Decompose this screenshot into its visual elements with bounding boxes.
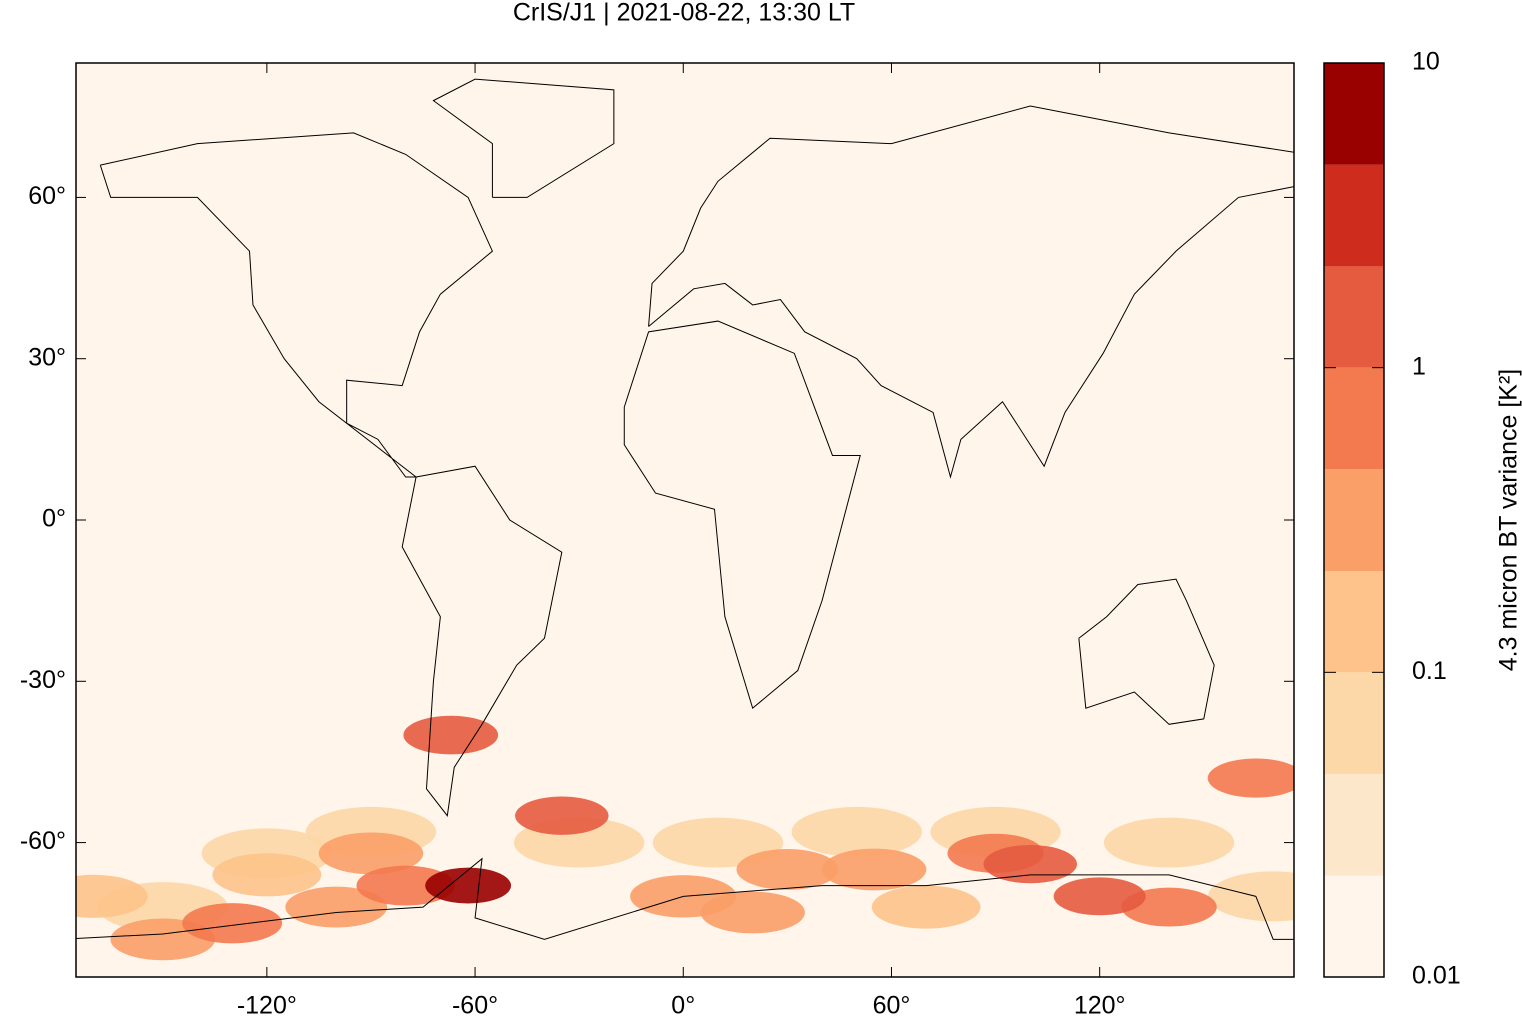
variance-patch xyxy=(871,885,981,929)
variance-patch xyxy=(515,796,609,835)
coastline xyxy=(401,465,563,817)
variance-patch xyxy=(652,817,784,868)
coastline xyxy=(99,132,494,478)
y-tick-label: 0° xyxy=(42,505,66,533)
y-tick-label: -60° xyxy=(20,827,66,855)
colorbar-band xyxy=(1324,63,1384,165)
map-area xyxy=(76,63,1294,977)
x-tick-label: 120° xyxy=(1074,992,1126,1020)
colorbar-band xyxy=(1324,164,1384,267)
variance-patch xyxy=(736,849,839,890)
variance-patch xyxy=(182,903,283,944)
variance-patch xyxy=(76,874,148,918)
variance-patch xyxy=(821,848,927,891)
colorbar-band xyxy=(1324,266,1384,368)
y-tick-label: 60° xyxy=(28,182,66,210)
colorbar-band xyxy=(1324,773,1384,876)
colorbar-tick-label: 0.1 xyxy=(1412,657,1447,685)
colorbar-band xyxy=(1324,367,1384,470)
coastline xyxy=(1078,578,1215,725)
variance-patch xyxy=(791,806,922,857)
coastlines xyxy=(76,78,1294,940)
variance-patch xyxy=(700,891,805,934)
y-tick-label: 30° xyxy=(28,343,66,371)
chart-title: CrIS/J1 | 2021-08-22, 13:30 LT xyxy=(513,0,855,27)
colorbar-band xyxy=(1324,571,1384,673)
x-tick-label: -120° xyxy=(237,992,297,1020)
variance-patch xyxy=(212,853,322,897)
variance-patch xyxy=(403,715,499,755)
variance-patch xyxy=(356,865,455,906)
y-tick-label: -30° xyxy=(20,666,66,694)
coastline xyxy=(432,78,615,198)
colorbar-label: 4.3 micron BT variance [K²] xyxy=(1495,369,1522,671)
x-tick-label: 60° xyxy=(873,992,911,1020)
coastline xyxy=(76,857,1294,940)
colorbar-band xyxy=(1324,672,1384,774)
colorbar-tick-label: 10 xyxy=(1412,48,1440,76)
colorbar-tick-label: 0.01 xyxy=(1412,962,1461,990)
variance-patch xyxy=(318,832,424,875)
colorbar-band xyxy=(1324,875,1384,977)
x-tick-label: 0° xyxy=(671,992,695,1020)
coastline xyxy=(648,105,1294,479)
colorbar-tick-label: 1 xyxy=(1412,352,1426,380)
variance-patch xyxy=(1103,817,1235,868)
variance-patch xyxy=(425,867,512,904)
colorbar-band xyxy=(1324,469,1384,572)
variance-patch xyxy=(1053,877,1146,916)
variance-patch xyxy=(1207,871,1294,922)
coastline xyxy=(623,320,861,710)
variance-patch xyxy=(983,844,1078,884)
variance-patch xyxy=(1207,758,1294,798)
variance-patch xyxy=(285,886,388,928)
x-tick-label: -60° xyxy=(452,992,498,1020)
colorbar-frame xyxy=(1323,62,1385,978)
